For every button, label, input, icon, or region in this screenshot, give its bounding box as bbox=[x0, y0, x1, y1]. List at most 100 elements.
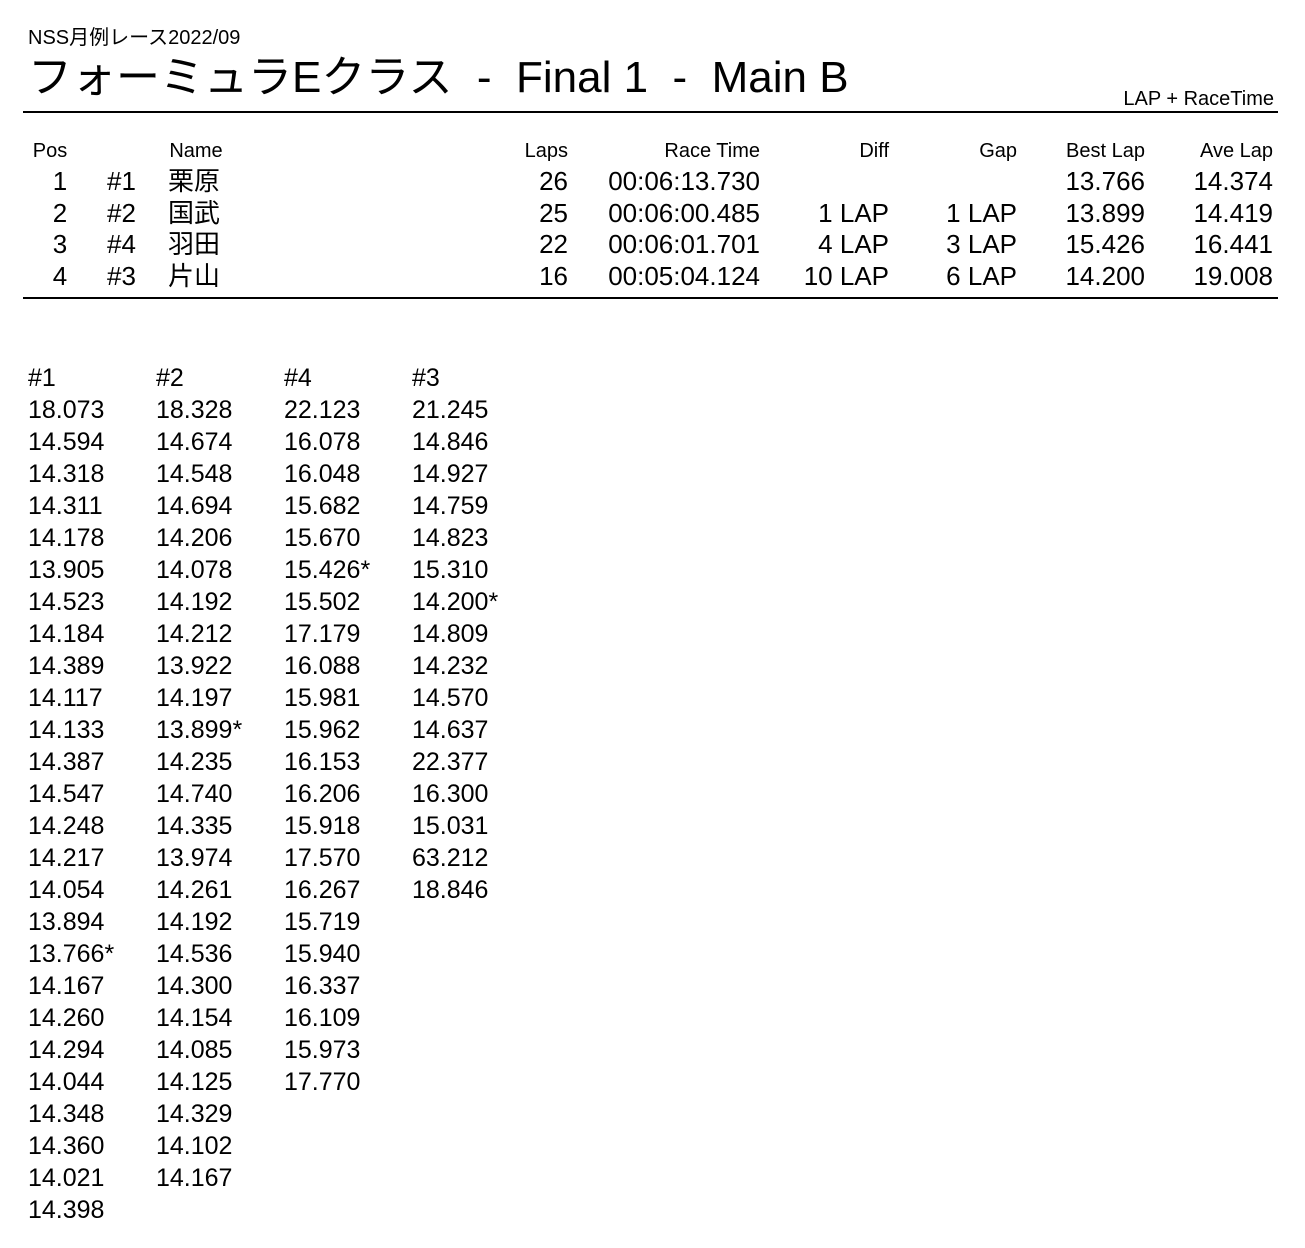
lap-time: 14.740 bbox=[156, 780, 233, 808]
cell-name: 国武 bbox=[168, 197, 221, 228]
lap-time: 15.981 bbox=[284, 684, 361, 712]
lap-time: 14.192 bbox=[156, 908, 233, 936]
lap-time: 14.125 bbox=[156, 1068, 233, 1096]
lap-time: 18.846 bbox=[412, 876, 489, 904]
lap-time: 14.167 bbox=[156, 1164, 233, 1192]
cell-pos: 1 bbox=[52, 166, 68, 196]
lap-time: 15.502 bbox=[284, 588, 361, 616]
lap-time: 15.031 bbox=[412, 812, 489, 840]
lap-time: 14.927 bbox=[412, 460, 489, 488]
lap-time: 14.197 bbox=[156, 684, 233, 712]
cell-car: #4 bbox=[107, 229, 136, 260]
cell-best-lap: 14.200 bbox=[1065, 261, 1145, 292]
lap-time: 13.974 bbox=[156, 844, 233, 872]
lap-time: 14.154 bbox=[156, 1004, 233, 1032]
lap-time: 13.899* bbox=[156, 716, 243, 744]
lap-time: 14.102 bbox=[156, 1132, 233, 1160]
lap-time: 15.719 bbox=[284, 908, 361, 936]
cell-gap: 3 LAP bbox=[946, 229, 1017, 260]
lap-time: 14.044 bbox=[28, 1068, 105, 1096]
cell-pos: 2 bbox=[52, 197, 68, 228]
lap-time: 13.905 bbox=[28, 556, 105, 584]
lap-time: 14.200* bbox=[412, 588, 499, 616]
lap-time: 14.085 bbox=[156, 1036, 233, 1064]
lap-time: 16.109 bbox=[284, 1004, 361, 1032]
lap-time: 14.054 bbox=[28, 876, 105, 904]
lap-time: 17.179 bbox=[284, 620, 361, 648]
cell-best-lap: 13.899 bbox=[1065, 197, 1145, 228]
lap-time: 22.123 bbox=[284, 396, 361, 424]
lap-time: 14.167 bbox=[28, 972, 105, 1000]
lap-column-header: #2 bbox=[156, 364, 184, 392]
lap-time: 14.206 bbox=[156, 524, 233, 552]
title: フォーミュラEクラス - Final 1 - Main B bbox=[28, 53, 849, 102]
lap-time: 14.523 bbox=[28, 588, 105, 616]
lap-time: 14.823 bbox=[412, 524, 489, 552]
column-header: Race Time bbox=[664, 140, 760, 162]
cell-pos: 4 bbox=[52, 261, 68, 292]
lap-time: 14.335 bbox=[156, 812, 233, 840]
cell-car: #3 bbox=[107, 261, 136, 292]
lap-time: 14.311 bbox=[28, 492, 103, 520]
lap-time: 14.078 bbox=[156, 556, 233, 584]
cell-diff: 10 LAP bbox=[803, 261, 889, 292]
lap-time: 14.217 bbox=[28, 844, 105, 872]
lap-time: 14.261 bbox=[156, 876, 233, 904]
cell-diff: 4 LAP bbox=[818, 229, 889, 260]
lap-time: 14.117 bbox=[28, 684, 103, 712]
cell-laps: 25 bbox=[539, 197, 568, 228]
cell-gap: 6 LAP bbox=[946, 261, 1017, 292]
cell-race-time: 00:06:13.730 bbox=[608, 166, 760, 196]
cell-ave-lap: 14.419 bbox=[1193, 197, 1273, 228]
column-header: Pos bbox=[32, 140, 68, 162]
lap-time: 14.318 bbox=[28, 460, 105, 488]
lap-time: 14.360 bbox=[28, 1132, 105, 1160]
lap-time: 14.178 bbox=[28, 524, 105, 552]
lap-time: 14.594 bbox=[28, 428, 105, 456]
cell-car: #1 bbox=[107, 166, 136, 196]
cell-race-time: 00:06:00.485 bbox=[608, 197, 760, 228]
lap-time: 14.536 bbox=[156, 940, 233, 968]
lap-time: 14.759 bbox=[412, 492, 489, 520]
lap-column-header: #3 bbox=[412, 364, 440, 392]
lap-time: 14.348 bbox=[28, 1100, 105, 1128]
cell-ave-lap: 19.008 bbox=[1193, 261, 1273, 292]
lap-time: 16.300 bbox=[412, 780, 489, 808]
cell-laps: 16 bbox=[539, 261, 568, 292]
rule bbox=[23, 111, 1278, 113]
column-header: Gap bbox=[979, 140, 1017, 162]
lap-time: 14.387 bbox=[28, 748, 105, 776]
lap-time: 14.300 bbox=[156, 972, 233, 1000]
lap-time: 15.973 bbox=[284, 1036, 361, 1064]
lap-time: 13.766* bbox=[28, 940, 115, 968]
lap-column-header: #4 bbox=[284, 364, 312, 392]
lap-time: 15.962 bbox=[284, 716, 361, 744]
lap-time: 14.389 bbox=[28, 652, 105, 680]
lap-time: 13.894 bbox=[28, 908, 105, 936]
lap-time: 16.267 bbox=[284, 876, 361, 904]
column-header: Name bbox=[169, 140, 223, 162]
lap-time: 14.329 bbox=[156, 1100, 233, 1128]
lap-time: 16.153 bbox=[284, 748, 361, 776]
lap-time: 15.918 bbox=[284, 812, 361, 840]
lap-time: 16.048 bbox=[284, 460, 361, 488]
cell-gap: 1 LAP bbox=[946, 197, 1017, 228]
lap-time: 15.670 bbox=[284, 524, 361, 552]
lap-time: 14.846 bbox=[412, 428, 489, 456]
cell-car: #2 bbox=[107, 197, 136, 228]
column-header: Ave Lap bbox=[1199, 140, 1273, 162]
cell-race-time: 00:06:01.701 bbox=[608, 229, 760, 260]
subtitle: NSS月例レース2022/09 bbox=[28, 27, 241, 49]
lap-time: 14.637 bbox=[412, 716, 489, 744]
lap-time: 18.328 bbox=[156, 396, 233, 424]
lap-time: 14.192 bbox=[156, 588, 233, 616]
lap-time: 14.694 bbox=[156, 492, 233, 520]
cell-race-time: 00:05:04.124 bbox=[608, 261, 760, 292]
lap-time: 21.245 bbox=[412, 396, 489, 424]
lap-time: 14.398 bbox=[28, 1196, 105, 1224]
lap-time: 14.133 bbox=[28, 716, 105, 744]
lap-time: 16.088 bbox=[284, 652, 361, 680]
lap-time: 22.377 bbox=[412, 748, 489, 776]
lap-time: 15.940 bbox=[284, 940, 361, 968]
